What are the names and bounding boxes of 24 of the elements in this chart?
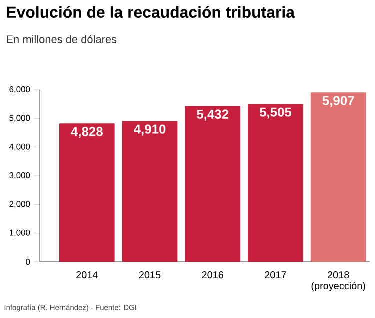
x-tick-label: 2018 (proyección) xyxy=(312,272,366,292)
bar xyxy=(310,92,366,262)
y-tick-label: 3,000 xyxy=(10,172,30,180)
bar xyxy=(248,104,304,262)
data-label: 4,910 xyxy=(134,124,166,136)
data-label: 5,505 xyxy=(260,108,292,119)
y-tick-label: 0 xyxy=(26,259,30,265)
chart-subtitle: En millones de dólares xyxy=(7,35,117,44)
chart-title: Evolución de la recaudación tributaria xyxy=(7,6,296,18)
x-tick-label: 2014 xyxy=(76,272,98,279)
data-label: 4,828 xyxy=(71,127,103,138)
data-label: 5,907 xyxy=(322,96,354,108)
y-tick-label: 5,000 xyxy=(10,115,30,122)
bar xyxy=(185,106,241,262)
data-label: 5,432 xyxy=(197,110,229,121)
y-tick-label: 4,000 xyxy=(9,144,30,151)
y-tick-label: 2,000 xyxy=(10,201,30,208)
y-tick-label: 1,000 xyxy=(10,230,30,237)
x-tick-label: 2015 xyxy=(139,272,161,279)
bar xyxy=(122,121,178,262)
x-tick-label: 2016 xyxy=(202,272,224,279)
x-tick-label: 2017 xyxy=(265,272,286,279)
bar xyxy=(59,124,115,262)
y-tick-label: 6,000 xyxy=(10,86,30,94)
